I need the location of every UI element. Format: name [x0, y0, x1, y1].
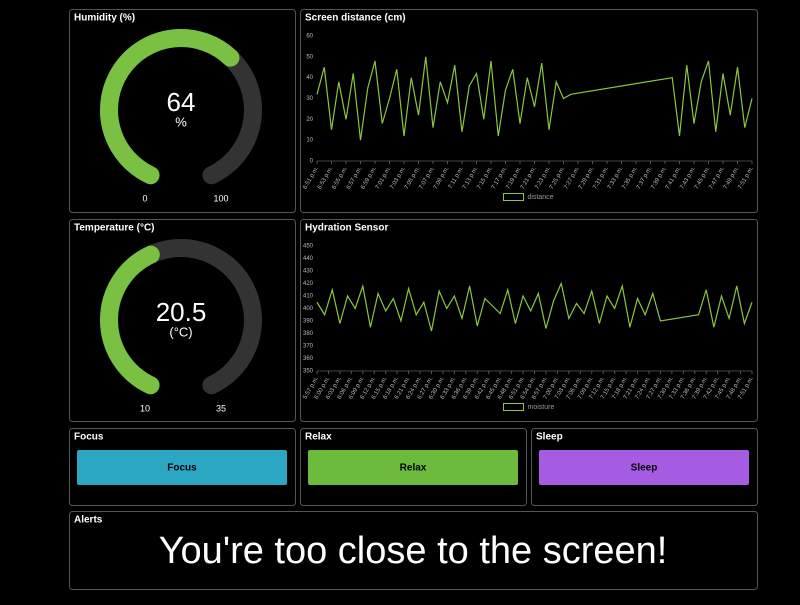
y-tick-label: 420 [303, 281, 314, 287]
panel-title: Focus [74, 432, 104, 443]
panel-title: Humidity (%) [74, 13, 135, 24]
legend-swatch [503, 403, 524, 411]
y-tick-label: 360 [303, 356, 314, 362]
button-label[interactable]: Relax [400, 463, 427, 474]
data-line [316, 281, 753, 332]
y-tick-label: 400 [303, 306, 314, 312]
y-tick-label: 390 [303, 319, 314, 325]
gauge-unit: % [175, 114, 187, 129]
legend-label: moisture [528, 404, 555, 411]
data-line [316, 56, 753, 141]
y-tick-label: 380 [303, 331, 314, 337]
y-tick-label: 40 [306, 75, 313, 81]
y-tick-label: 20 [306, 117, 313, 123]
y-tick-label: 30 [306, 96, 313, 102]
y-tick-label: 430 [303, 269, 314, 275]
y-tick-label: 370 [303, 344, 314, 350]
panel [300, 9, 758, 213]
y-tick-label: 60 [306, 34, 313, 40]
panel-title: Hydration Sensor [305, 223, 388, 234]
button-label[interactable]: Focus [167, 463, 197, 474]
y-tick-label: 410 [303, 294, 314, 300]
y-tick-label: 10 [306, 138, 313, 144]
panel-title: Screen distance (cm) [305, 13, 406, 24]
alert-message: You're too close to the screen! [159, 530, 668, 572]
legend-label: distance [528, 194, 554, 201]
button[interactable] [308, 450, 518, 485]
panel-title: Temperature (°C) [74, 223, 155, 234]
panel [69, 511, 758, 590]
y-tick-label: 440 [303, 256, 314, 262]
y-tick-label: 350 [303, 369, 314, 375]
gauge-max: 35 [216, 403, 226, 413]
button[interactable] [77, 450, 287, 485]
gauge-value-arc [100, 29, 240, 185]
y-tick-label: 50 [306, 54, 313, 60]
gauge-unit: (°C) [169, 324, 192, 339]
gauge-min: 0 [142, 193, 147, 203]
panel-title: Sleep [536, 432, 563, 443]
gauge-value: 64 [167, 87, 196, 117]
gauge-min: 10 [140, 403, 150, 413]
y-tick-label: 450 [303, 244, 314, 250]
gauge-max: 100 [213, 193, 228, 203]
button-label[interactable]: Sleep [631, 463, 658, 474]
panel-title: Alerts [74, 515, 103, 526]
gauge-value: 20.5 [156, 297, 207, 327]
gauge-value-arc [100, 245, 160, 395]
legend-swatch [503, 193, 524, 201]
panel-title: Relax [305, 432, 332, 443]
button[interactable] [539, 450, 749, 485]
y-tick-label: 0 [310, 159, 314, 165]
